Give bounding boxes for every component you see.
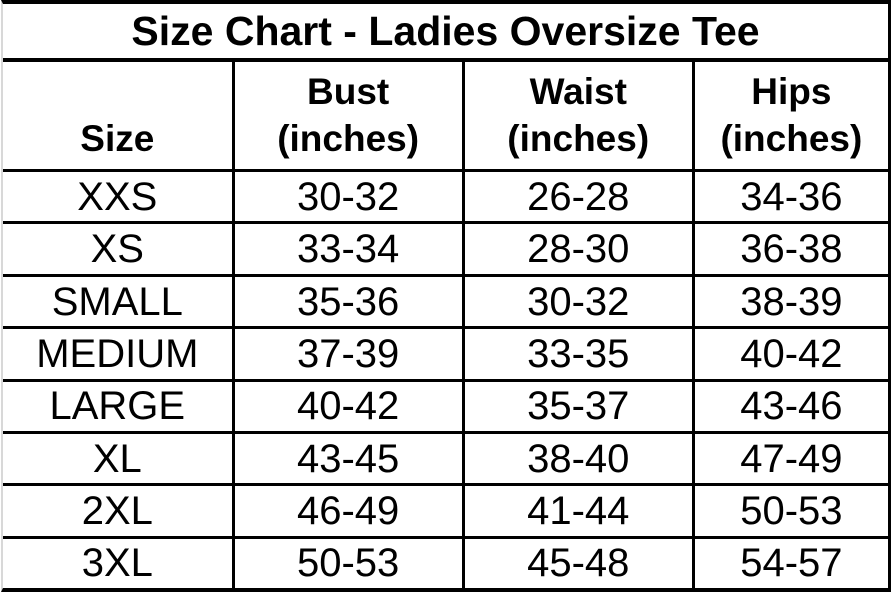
waist-cell: 35-37 bbox=[461, 378, 695, 435]
waist-cell: 26-28 bbox=[461, 168, 695, 225]
waist-cell: 30-32 bbox=[461, 273, 695, 330]
bust-cell: 43-45 bbox=[231, 431, 465, 487]
hips-cell: 43-46 bbox=[691, 378, 890, 435]
header-sub-label: (inches) bbox=[720, 118, 863, 159]
column-header-size: Size bbox=[1, 58, 235, 172]
bust-cell: 37-39 bbox=[231, 326, 465, 382]
size-cell: XXS bbox=[1, 168, 235, 225]
header-label: Hips bbox=[751, 71, 832, 112]
hips-cell: 38-39 bbox=[691, 273, 890, 330]
waist-cell: 33-35 bbox=[461, 326, 695, 382]
bust-cell: 33-34 bbox=[231, 221, 465, 277]
chart-title: Size Chart - Ladies Oversize Tee bbox=[1, 2, 890, 62]
table-row-2xl: 2XL 46-49 41-44 50-53 bbox=[1, 483, 890, 539]
bust-cell: 30-32 bbox=[231, 168, 465, 225]
hips-cell: 40-42 bbox=[691, 326, 890, 382]
column-header-bust: Bust (inches) bbox=[231, 58, 465, 172]
waist-cell: 38-40 bbox=[461, 431, 695, 487]
bust-cell: 50-53 bbox=[231, 535, 465, 590]
table-row-small: SMALL 35-36 30-32 38-39 bbox=[1, 273, 890, 330]
column-header-hips: Hips (inches) bbox=[691, 58, 890, 172]
hips-cell: 54-57 bbox=[691, 535, 890, 590]
header-label: Size bbox=[80, 118, 155, 159]
hips-cell: 50-53 bbox=[691, 483, 890, 539]
table-row-xl: XL 43-45 38-40 47-49 bbox=[1, 431, 890, 487]
header-label: Waist bbox=[529, 71, 627, 112]
hips-cell: 36-38 bbox=[691, 221, 890, 277]
hips-cell: 34-36 bbox=[691, 168, 890, 225]
header-label: Bust bbox=[307, 71, 390, 112]
header-sub-label: (inches) bbox=[507, 118, 650, 159]
table-row-xs: XS 33-34 28-30 36-38 bbox=[1, 221, 890, 277]
table-row-3xl: 3XL 50-53 45-48 54-57 bbox=[1, 535, 890, 590]
size-cell: XS bbox=[1, 221, 235, 277]
size-cell: 3XL bbox=[1, 535, 235, 590]
bust-cell: 40-42 bbox=[231, 378, 465, 435]
title-row: Size Chart - Ladies Oversize Tee bbox=[1, 2, 890, 62]
column-header-waist: Waist (inches) bbox=[461, 58, 695, 172]
header-sub-label: (inches) bbox=[277, 118, 420, 159]
table-row-medium: MEDIUM 37-39 33-35 40-42 bbox=[1, 326, 890, 382]
size-cell: LARGE bbox=[1, 378, 235, 435]
size-cell: XL bbox=[1, 431, 235, 487]
bust-cell: 46-49 bbox=[231, 483, 465, 539]
size-cell: SMALL bbox=[1, 273, 235, 330]
waist-cell: 28-30 bbox=[461, 221, 695, 277]
table-row-xxs: XXS 30-32 26-28 34-36 bbox=[1, 168, 890, 225]
waist-cell: 45-48 bbox=[461, 535, 695, 590]
bust-cell: 35-36 bbox=[231, 273, 465, 330]
table-row-large: LARGE 40-42 35-37 43-46 bbox=[1, 378, 890, 435]
waist-cell: 41-44 bbox=[461, 483, 695, 539]
header-row: Size Bust (inches) Waist (inches) Hips (inc… bbox=[1, 58, 890, 172]
hips-cell: 47-49 bbox=[691, 431, 890, 487]
size-cell: 2XL bbox=[1, 483, 235, 539]
size-cell: MEDIUM bbox=[1, 326, 235, 382]
